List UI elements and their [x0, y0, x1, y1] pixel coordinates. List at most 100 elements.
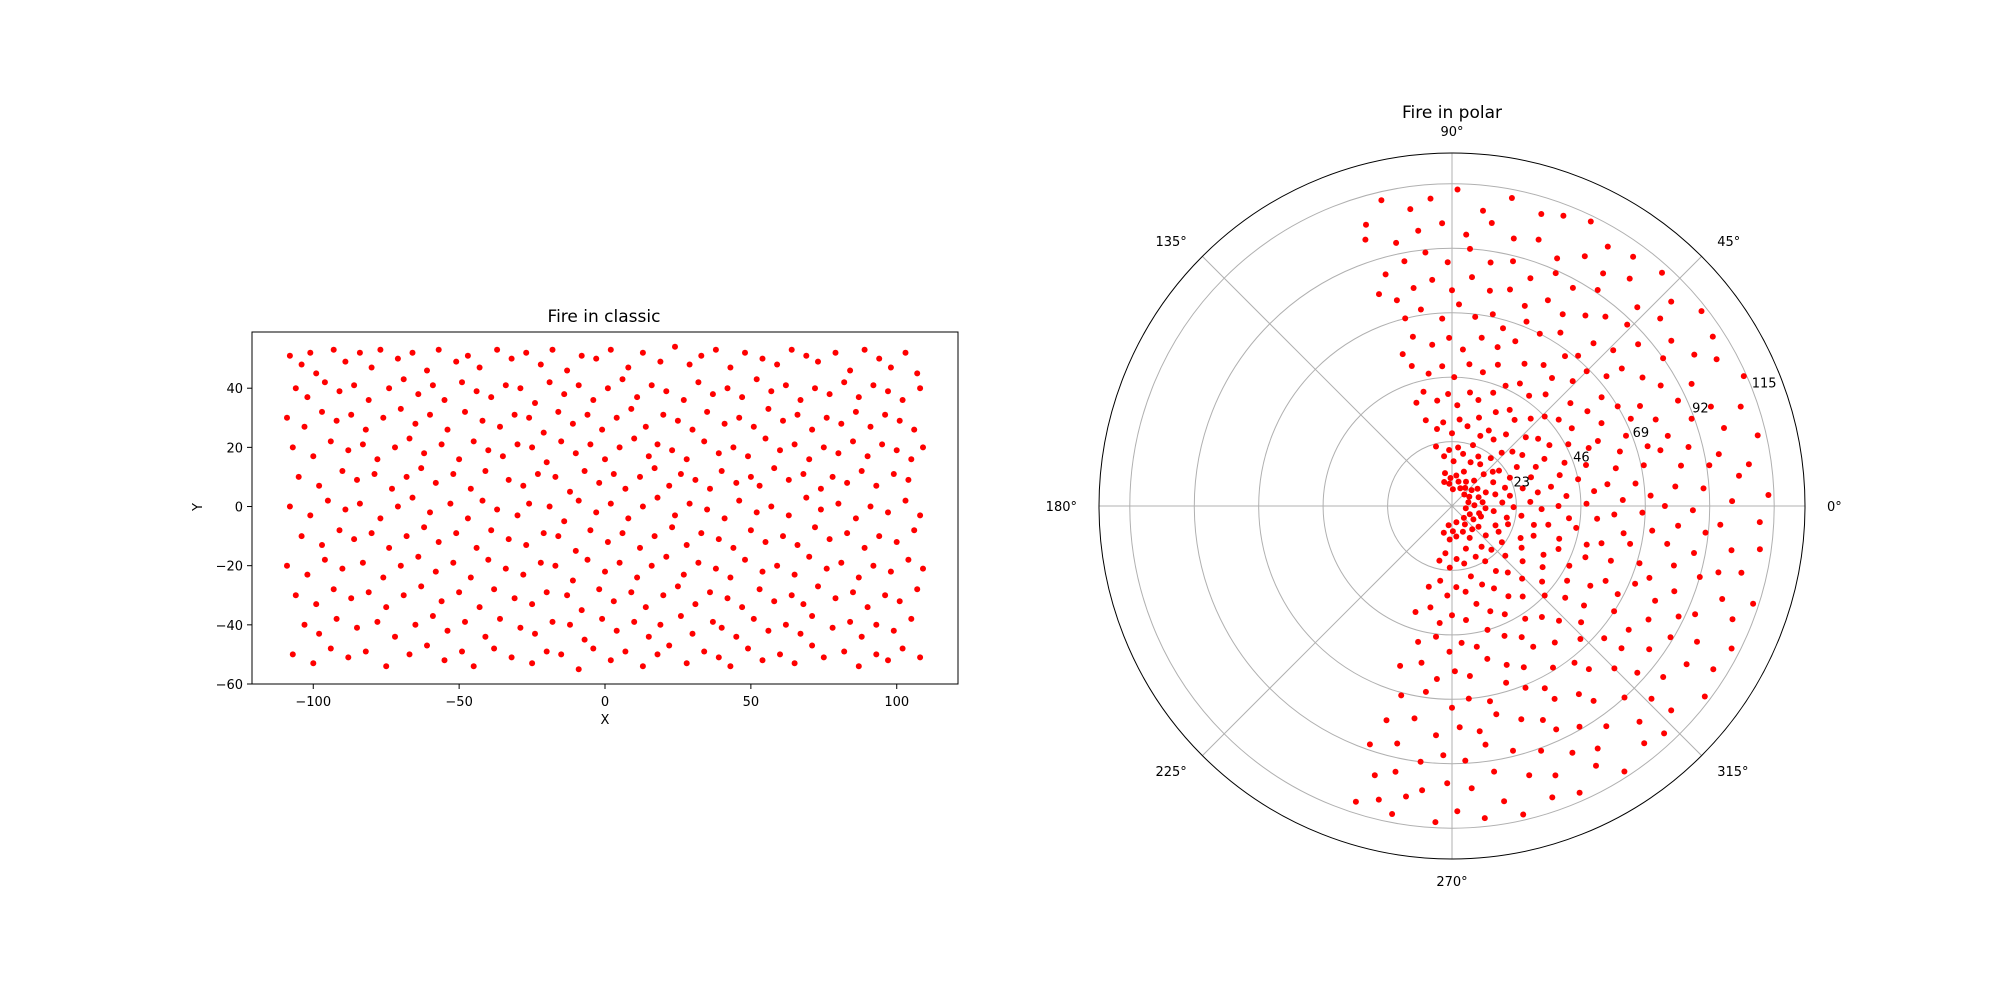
- classic-point: [491, 645, 498, 652]
- polar-point: [1450, 458, 1457, 465]
- classic-point: [651, 465, 658, 472]
- polar-point: [1433, 732, 1439, 739]
- classic-point: [686, 361, 693, 368]
- classic-point: [765, 627, 772, 634]
- polar-point: [1647, 492, 1654, 499]
- polar-point: [1582, 312, 1589, 319]
- classic-point: [529, 444, 536, 451]
- classic-point: [377, 346, 384, 353]
- polar-point: [1560, 212, 1567, 219]
- polar-point: [1626, 275, 1633, 282]
- classic-point: [707, 485, 713, 492]
- polar-point: [1366, 741, 1373, 748]
- classic-point: [488, 527, 495, 534]
- classic-point: [502, 382, 509, 389]
- polar-point: [1566, 515, 1572, 522]
- polar-point: [1541, 592, 1548, 599]
- polar-outer-ring: [1098, 152, 1806, 860]
- classic-point: [365, 397, 372, 403]
- classic-point: [677, 471, 684, 477]
- classic-point: [339, 468, 346, 474]
- polar-point: [1598, 420, 1605, 427]
- polar-point: [1490, 436, 1497, 443]
- classic-point: [403, 533, 410, 540]
- classic-point: [354, 624, 360, 631]
- polar-point: [1675, 522, 1682, 529]
- classic-point: [590, 397, 597, 403]
- polar-point: [1441, 479, 1448, 485]
- polar-point: [1493, 711, 1500, 718]
- classic-point: [526, 414, 533, 421]
- polar-point: [1487, 608, 1494, 615]
- polar-point: [1539, 717, 1546, 723]
- classic-x-axis-label: X: [601, 713, 610, 728]
- polar-point: [1472, 313, 1479, 320]
- classic-point: [313, 601, 320, 608]
- classic-x-tick-label: 100: [884, 695, 909, 710]
- polar-point: [1376, 291, 1382, 298]
- classic-point: [896, 598, 903, 605]
- classic-point: [634, 574, 641, 581]
- classic-chart-title: Fire in classic: [548, 307, 661, 327]
- polar-point: [1482, 532, 1489, 539]
- polar-point: [1495, 528, 1502, 535]
- polar-point: [1555, 416, 1562, 423]
- polar-point: [1434, 426, 1440, 432]
- polar-point: [1569, 284, 1576, 291]
- classic-point: [832, 349, 839, 356]
- polar-point: [1736, 472, 1742, 479]
- classic-point: [374, 456, 381, 463]
- classic-point: [899, 645, 906, 652]
- polar-point: [1698, 308, 1705, 315]
- polar-point: [1417, 306, 1424, 313]
- polar-point: [1453, 556, 1460, 562]
- classic-point: [540, 530, 547, 537]
- classic-point: [718, 468, 725, 474]
- polar-point: [1502, 484, 1508, 491]
- classic-point: [351, 536, 358, 543]
- classic-point: [590, 645, 597, 652]
- polar-point: [1475, 523, 1482, 530]
- polar-point: [1598, 394, 1605, 401]
- polar-point: [1692, 611, 1699, 618]
- classic-x-tick-label: −50: [445, 695, 472, 710]
- classic-point: [523, 349, 530, 356]
- classic-point: [319, 408, 325, 415]
- polar-point: [1535, 435, 1542, 442]
- polar-point: [1479, 581, 1486, 588]
- polar-point: [1538, 211, 1545, 217]
- polar-point: [1646, 574, 1653, 581]
- classic-point: [497, 423, 503, 430]
- polar-point: [1434, 397, 1441, 404]
- classic-point: [482, 633, 489, 640]
- classic-point: [817, 485, 824, 492]
- classic-point: [575, 382, 582, 389]
- classic-point: [380, 574, 387, 581]
- polar-point: [1611, 511, 1618, 518]
- polar-point: [1482, 505, 1489, 512]
- classic-point: [429, 382, 436, 389]
- polar-point: [1634, 669, 1641, 676]
- polar-point: [1501, 611, 1508, 618]
- classic-point: [791, 571, 798, 578]
- polar-point: [1552, 270, 1559, 277]
- classic-point: [292, 592, 299, 599]
- classic-point: [625, 364, 632, 371]
- classic-point: [549, 346, 556, 353]
- polar-point: [1645, 616, 1652, 623]
- classic-x-tick-label: 0: [601, 695, 609, 710]
- polar-point: [1446, 564, 1453, 571]
- polar-point: [1614, 403, 1621, 410]
- classic-point: [855, 394, 862, 401]
- polar-point: [1576, 789, 1583, 796]
- polar-point: [1594, 515, 1601, 522]
- classic-x-axis: −100 −50 0 50 100: [295, 684, 909, 710]
- classic-point: [450, 559, 457, 566]
- polar-point: [1420, 388, 1427, 395]
- polar-point: [1541, 685, 1548, 692]
- polar-point: [1491, 585, 1497, 592]
- classic-point: [873, 651, 880, 658]
- polar-point: [1417, 758, 1424, 765]
- polar-point: [1489, 468, 1496, 475]
- classic-point: [858, 468, 865, 474]
